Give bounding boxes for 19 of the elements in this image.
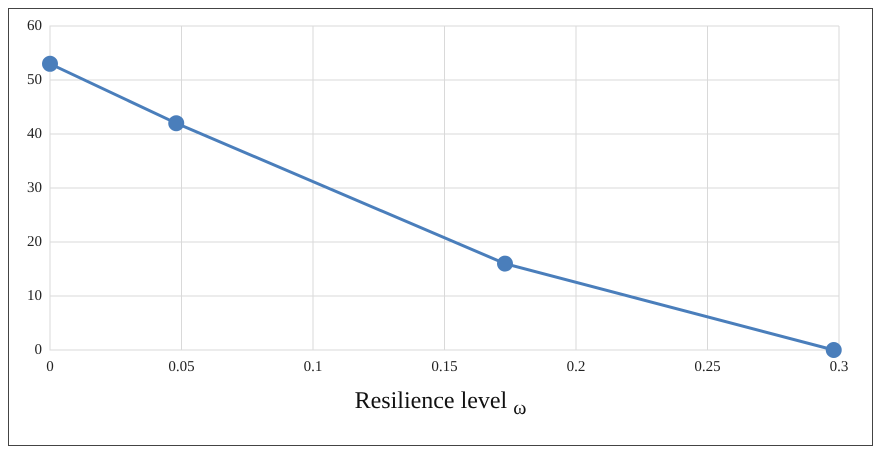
y-tick-label: 60 — [27, 18, 42, 34]
y-tick-label: 30 — [27, 180, 42, 196]
x-tick-label: 0.05 — [168, 358, 195, 375]
x-tick-label: 0.15 — [431, 358, 458, 375]
point — [496, 256, 513, 272]
x-tick-label: 0.2 — [566, 358, 586, 375]
y-tick-label: 10 — [27, 288, 42, 304]
x-axis-title: Resilience level $_{ω}$ — [354, 388, 528, 420]
x-tick-label: 0.3 — [830, 358, 848, 375]
y-tick-label: 40 — [27, 126, 42, 142]
y-tick-label: 20 — [27, 234, 42, 250]
point — [42, 56, 58, 72]
x-tick-label: 0.1 — [304, 358, 322, 375]
point — [168, 115, 184, 132]
y-tick-label: 50 — [27, 72, 42, 88]
y-tick-label: 0 — [34, 342, 42, 358]
point — [826, 342, 842, 358]
x-tick-label: 0.25 — [694, 358, 721, 375]
x-tick-label: 0 — [46, 358, 54, 375]
